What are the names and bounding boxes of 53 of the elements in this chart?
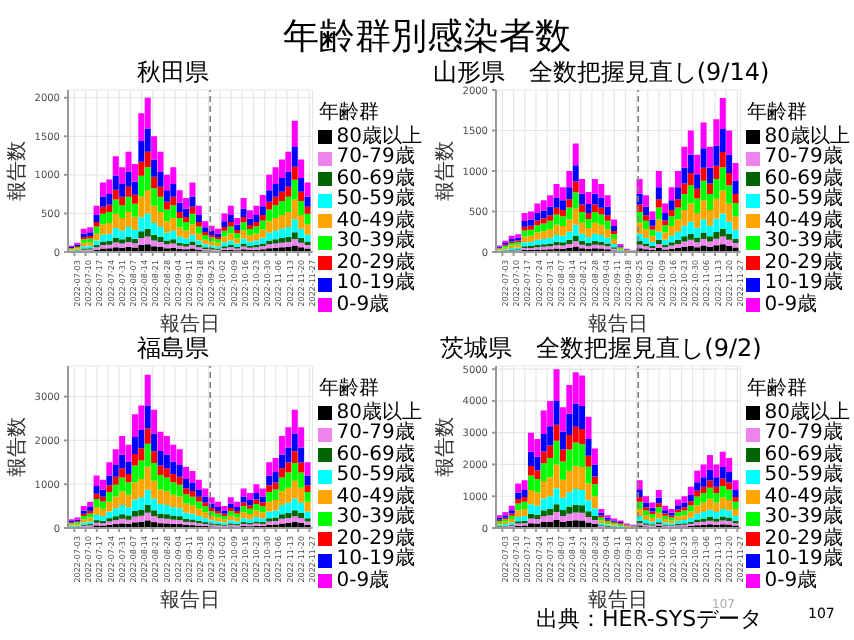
legend-label: 50-59歳 [764,188,843,210]
legend-label: 60-69歳 [336,443,415,465]
legend-label: 20-29歳 [764,251,843,273]
chart-title: 山形県 全数把握見直し(9/14) [430,58,772,86]
legend-label: 0-9歳 [336,569,390,592]
legend-title: 年齢群 [746,378,809,401]
legend-title: 年齢群 [746,102,809,125]
legend-label: 20-29歳 [336,527,415,549]
legend-label: 30-39歳 [764,506,843,528]
chart-title: 福島県 [135,334,211,362]
legend-label: 40-49歳 [336,209,415,231]
legend-label: 10-19歳 [336,272,415,294]
legend-label: 10-19歳 [336,548,415,570]
legend-label: 60-69歳 [764,167,843,189]
chart-title: 茨城県 全数把握見直し(9/2) [438,334,764,362]
legend-title: 年齢群 [318,102,381,125]
legend-label: 10-19歳 [764,548,843,570]
legend-title: 年齢群 [318,378,381,401]
legend-label: 50-59歳 [336,464,415,486]
legend-label: 50-59歳 [764,464,843,486]
x-axis-title: 報告日 [160,588,221,612]
legend-label: 0-9歳 [764,569,818,592]
y-axis-title: 報告数 [5,417,30,477]
legend-label: 40-49歳 [764,485,843,507]
legend-label: 30-39歳 [336,230,415,252]
legend-label: 40-49歳 [336,485,415,507]
legend-label: 80歳以上 [336,401,422,423]
legend-label: 60-69歳 [336,167,415,189]
x-axis-title: 報告日 [160,312,221,336]
legend-label: 70-79歳 [336,146,415,168]
legend-label: 80歳以上 [764,401,850,423]
legend-label: 60-69歳 [764,443,843,465]
legend-label: 70-79歳 [764,422,843,444]
text: 年齢群別感染者数 [281,14,573,60]
y-axis-title: 報告数 [433,417,458,477]
legend-label: 0-9歳 [336,293,390,316]
legend-label: 70-79歳 [336,422,415,444]
legend-label: 80歳以上 [336,125,422,147]
legend-label: 0-9歳 [764,293,818,316]
legend-label: 10-19歳 [764,272,843,294]
x-axis-title: 報告日 [588,588,649,612]
y-axis-title: 報告数 [5,141,30,201]
legend-label: 20-29歳 [764,527,843,549]
legend-label: 40-49歳 [764,209,843,231]
chart-title: 秋田県 [135,58,211,86]
legend-label: 50-59歳 [336,188,415,210]
legend-label: 70-79歳 [764,146,843,168]
x-axis-title: 報告日 [588,312,649,336]
legend-label: 30-39歳 [764,230,843,252]
legend-label: 30-39歳 [336,506,415,528]
legend-label: 80歳以上 [764,125,850,147]
y-axis-title: 報告数 [433,141,458,201]
legend-label: 20-29歳 [336,251,415,273]
